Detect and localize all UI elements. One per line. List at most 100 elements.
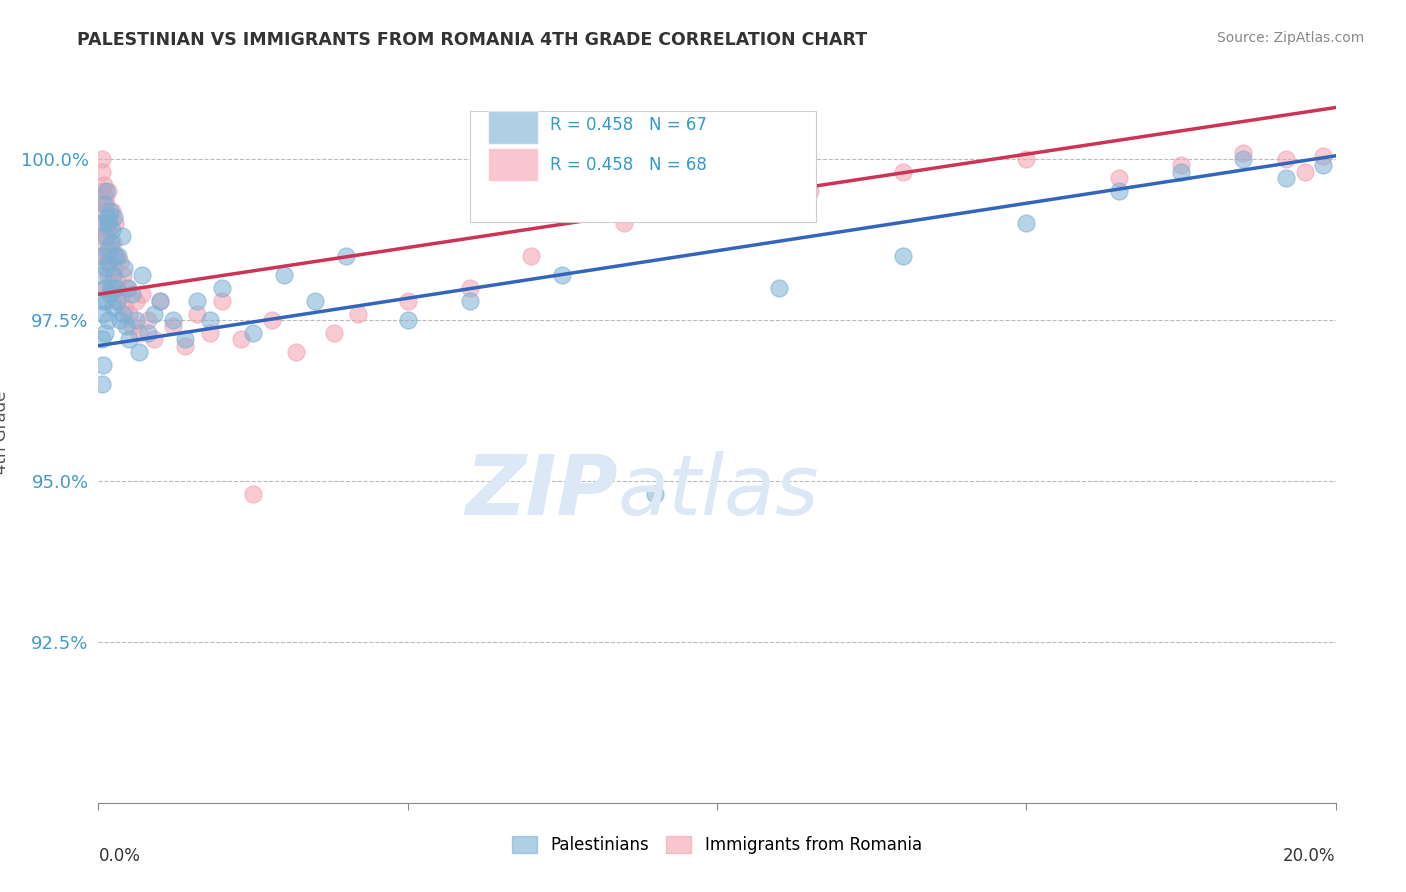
Point <box>104 249 127 263</box>
Point <box>90 377 112 392</box>
Text: ZIP: ZIP <box>465 451 619 533</box>
Point <box>101 223 124 237</box>
Point <box>1294 165 1316 179</box>
Point <box>229 332 252 346</box>
Point <box>1108 184 1130 198</box>
Point <box>118 306 141 320</box>
Point <box>98 203 121 218</box>
Point <box>107 293 129 308</box>
Text: R = 0.458   N = 67: R = 0.458 N = 67 <box>550 116 707 135</box>
Point <box>97 242 120 256</box>
Point <box>149 293 172 308</box>
Point <box>174 339 197 353</box>
Point <box>136 326 159 340</box>
Point <box>93 249 115 263</box>
Point <box>114 300 136 314</box>
Point <box>706 197 728 211</box>
Point <box>103 261 125 276</box>
Point <box>143 332 166 346</box>
Point <box>108 255 131 269</box>
Point <box>93 358 115 372</box>
Point <box>93 281 115 295</box>
Point <box>100 235 122 250</box>
Point <box>101 235 124 250</box>
Point <box>551 268 574 282</box>
Point <box>97 255 120 269</box>
Point <box>115 281 138 295</box>
Point <box>112 306 135 320</box>
Point <box>100 242 122 256</box>
Point <box>186 293 208 308</box>
Point <box>108 313 131 327</box>
Point <box>149 293 172 308</box>
FancyBboxPatch shape <box>488 147 537 181</box>
Point <box>768 281 790 295</box>
Point <box>94 191 117 205</box>
Point <box>285 345 308 359</box>
Point <box>121 287 143 301</box>
Point <box>91 268 114 282</box>
Point <box>94 184 117 198</box>
Point <box>335 249 357 263</box>
Point <box>98 210 121 224</box>
Text: atlas: atlas <box>619 451 820 533</box>
Point <box>93 197 115 211</box>
Point <box>104 281 127 295</box>
Point <box>105 274 128 288</box>
Point <box>304 293 326 308</box>
Point <box>1170 158 1192 172</box>
Point <box>97 223 120 237</box>
Point <box>211 293 233 308</box>
Point <box>131 287 153 301</box>
Point <box>105 293 128 308</box>
Point <box>101 203 124 218</box>
Point <box>198 326 221 340</box>
Point <box>1275 171 1298 186</box>
Text: R = 0.458   N = 68: R = 0.458 N = 68 <box>550 155 707 174</box>
Point <box>124 313 146 327</box>
Point <box>96 197 118 211</box>
Point <box>97 313 120 327</box>
Point <box>93 178 115 192</box>
Point <box>1312 158 1334 172</box>
Point <box>93 281 115 295</box>
Point <box>1108 171 1130 186</box>
Point <box>93 216 115 230</box>
Point <box>242 487 264 501</box>
Point <box>97 216 120 230</box>
Point <box>104 216 127 230</box>
Point <box>891 165 914 179</box>
Point <box>124 293 146 308</box>
Point <box>112 268 135 282</box>
Point <box>458 281 481 295</box>
Point <box>103 300 125 314</box>
Point <box>112 261 135 276</box>
Point <box>1015 152 1038 166</box>
Point <box>799 184 821 198</box>
Point <box>111 287 134 301</box>
Point <box>93 242 115 256</box>
Point <box>115 319 138 334</box>
Point <box>98 287 121 301</box>
Point <box>322 326 344 340</box>
Legend: Palestinians, Immigrants from Romania: Palestinians, Immigrants from Romania <box>506 830 928 861</box>
Point <box>117 281 139 295</box>
Point <box>90 293 112 308</box>
Text: PALESTINIAN VS IMMIGRANTS FROM ROMANIA 4TH GRADE CORRELATION CHART: PALESTINIAN VS IMMIGRANTS FROM ROMANIA 4… <box>77 31 868 49</box>
Point <box>96 255 118 269</box>
Point <box>100 281 122 295</box>
Point <box>121 319 143 334</box>
Point <box>93 203 115 218</box>
Y-axis label: 4th Grade: 4th Grade <box>0 391 10 475</box>
Point <box>162 313 184 327</box>
Point <box>520 249 543 263</box>
Point <box>396 313 419 327</box>
Point <box>211 281 233 295</box>
Point <box>103 210 125 224</box>
Point <box>174 332 197 346</box>
Point <box>891 249 914 263</box>
Point <box>198 313 221 327</box>
Point <box>1232 152 1254 166</box>
FancyBboxPatch shape <box>470 111 815 221</box>
Point <box>396 293 419 308</box>
